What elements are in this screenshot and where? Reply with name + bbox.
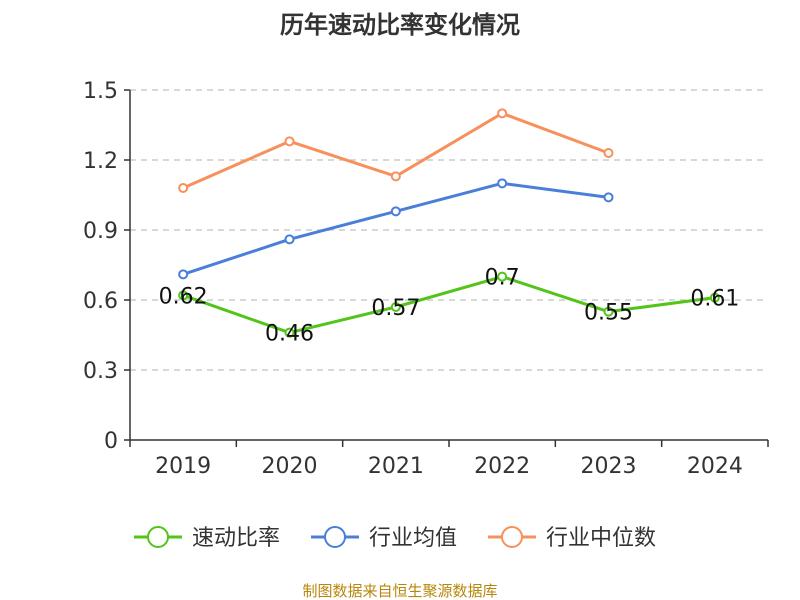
- data-point-speed_ratio[interactable]: [178, 290, 189, 301]
- data-point-speed_ratio[interactable]: [284, 327, 295, 338]
- y-tick-label: 0.9: [83, 219, 118, 244]
- data-label: 0.62: [159, 284, 208, 309]
- x-tick-label: 2019: [155, 454, 211, 479]
- legend-item-industry_median[interactable]: 行业中位数: [488, 526, 656, 551]
- data-label: 0.61: [690, 287, 739, 312]
- data-point-industry_median[interactable]: [284, 136, 295, 147]
- data-point-industry_avg[interactable]: [497, 178, 508, 189]
- legend-label: 行业均值: [369, 526, 457, 551]
- series-line-industry_avg: [181, 181, 610, 276]
- data-label: 0.46: [265, 322, 314, 347]
- legend-marker: [324, 526, 346, 548]
- data-point-industry_median[interactable]: [178, 183, 189, 193]
- data-point-speed_ratio[interactable]: [603, 306, 614, 317]
- y-tick-label: 1.2: [83, 149, 118, 174]
- y-tick-label: 1.5: [83, 79, 118, 104]
- data-label: 0.7: [485, 266, 520, 291]
- chart-title: 历年速动比率变化情况: [280, 11, 520, 39]
- y-tick-label: 0.6: [83, 289, 118, 314]
- y-tick-label: 0.3: [83, 359, 118, 384]
- legend-label: 行业中位数: [546, 526, 656, 551]
- legend-item-speed_ratio[interactable]: 速动比率: [134, 526, 280, 551]
- grid-lines: [130, 89, 768, 371]
- data-point-industry_avg[interactable]: [603, 192, 614, 203]
- data-point-industry_avg[interactable]: [390, 206, 401, 217]
- data-point-industry_avg[interactable]: [178, 269, 189, 280]
- data-point-industry_avg[interactable]: [284, 234, 295, 245]
- series-industry_median: [178, 108, 614, 193]
- y-tick-label: 0: [104, 429, 118, 454]
- data-point-industry_median[interactable]: [497, 108, 508, 119]
- legend-marker: [147, 526, 169, 548]
- x-tick-label: 2022: [474, 454, 530, 479]
- axes: 0 0.3 0.6 0.9 1.2 1.5 2019 2020 2021 2022 2023 2024: [83, 79, 769, 479]
- legend[interactable]: 速动比率 行业均值 行业中位数: [134, 526, 656, 551]
- data-point-industry_median[interactable]: [603, 148, 614, 158]
- source-note: 制图数据来自恒生聚源数据库: [302, 582, 497, 600]
- series-speed_ratio: [178, 271, 720, 338]
- data-labels: 0.62 0.46 0.57 0.7 0.55 0.61: [159, 266, 740, 347]
- legend-marker: [501, 526, 523, 548]
- data-point-speed_ratio[interactable]: [497, 271, 508, 282]
- series-industry_avg: [178, 178, 614, 280]
- x-tick-label: 2023: [581, 454, 637, 479]
- data-label: 0.57: [371, 296, 420, 321]
- x-tick-label: 2021: [368, 454, 424, 479]
- data-point-industry_median[interactable]: [390, 171, 401, 182]
- legend-item-industry_avg[interactable]: 行业均值: [311, 526, 457, 551]
- data-point-speed_ratio[interactable]: [709, 292, 720, 303]
- data-point-speed_ratio[interactable]: [390, 302, 401, 312]
- x-tick-label: 2024: [687, 454, 743, 479]
- data-label: 0.55: [584, 301, 633, 326]
- series-lines: [178, 108, 720, 338]
- x-tick-label: 2020: [262, 454, 318, 479]
- legend-label: 速动比率: [192, 526, 280, 551]
- series-line-speed_ratio: [181, 275, 717, 335]
